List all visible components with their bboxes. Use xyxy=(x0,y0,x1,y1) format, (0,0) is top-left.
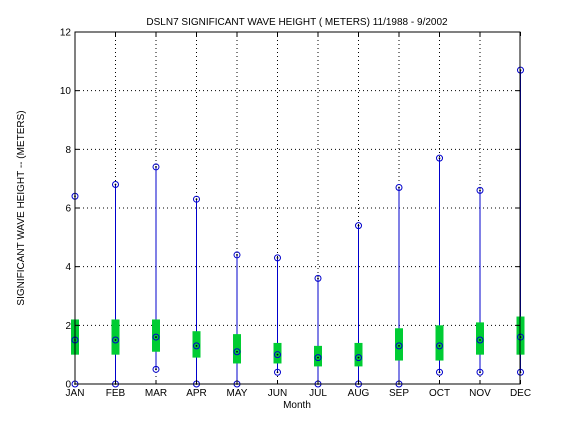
max-marker xyxy=(476,186,484,194)
max-marker-dot xyxy=(276,256,279,259)
y-tick-label: 12 xyxy=(60,28,72,39)
x-tick-label: MAY xyxy=(227,388,248,399)
max-marker-dot xyxy=(114,183,117,186)
y-axis-title: SIGNIFICANT WAVE HEIGHT -- (METERS) xyxy=(16,110,27,305)
median-marker xyxy=(314,354,322,362)
median-marker-dot xyxy=(114,339,117,341)
median-marker xyxy=(274,351,281,359)
grid xyxy=(75,32,520,384)
max-marker xyxy=(314,274,322,282)
month-box-sep xyxy=(395,183,403,388)
y-tick-label: 6 xyxy=(65,204,71,215)
max-marker-dot xyxy=(357,224,360,227)
median-marker-dot xyxy=(357,356,360,359)
iqr-box xyxy=(192,331,201,358)
median-marker xyxy=(395,342,403,350)
x-tick-label: JAN xyxy=(66,388,85,399)
x-tick-label: JUN xyxy=(268,388,287,399)
median-marker-dot xyxy=(155,336,157,338)
min-marker xyxy=(274,368,281,376)
x-axis-title: Month xyxy=(283,400,311,411)
max-marker xyxy=(436,154,443,162)
chart-title: DSLN7 SIGNIFICANT WAVE HEIGHT ( METERS) … xyxy=(146,17,448,28)
y-tick-label: 0 xyxy=(65,380,71,391)
iqr-box xyxy=(152,319,160,352)
month-box-jul xyxy=(314,274,322,388)
median-marker-dot xyxy=(317,356,319,359)
y-tick-label: 8 xyxy=(65,145,71,156)
max-marker xyxy=(274,254,281,262)
iqr-box xyxy=(273,342,282,364)
max-marker-dot xyxy=(438,157,441,160)
max-marker-dot xyxy=(398,186,400,189)
month-box-jun xyxy=(273,254,282,376)
x-tick-label: NOV xyxy=(469,388,491,399)
min-marker-dot xyxy=(276,371,279,374)
iqr-box xyxy=(314,345,322,367)
median-marker-dot xyxy=(438,344,441,347)
y-tick-label: 4 xyxy=(65,262,71,273)
box-plot-marks xyxy=(71,66,525,388)
y-axis-ticks: 0 2 4 6 8 10 12 xyxy=(60,28,520,391)
month-box-apr xyxy=(192,195,201,388)
max-marker-dot xyxy=(155,166,157,168)
min-marker xyxy=(436,368,443,376)
median-marker xyxy=(193,342,200,350)
median-marker xyxy=(355,354,362,362)
min-marker-dot xyxy=(155,368,157,371)
month-box-may xyxy=(233,251,241,388)
median-marker-dot xyxy=(195,344,198,347)
min-marker xyxy=(476,368,484,376)
max-marker-dot xyxy=(195,198,198,201)
x-tick-label: DEC xyxy=(510,388,531,399)
iqr-box xyxy=(476,322,484,355)
plot-frame xyxy=(74,31,521,385)
x-tick-label: FEB xyxy=(106,388,126,399)
max-marker-dot xyxy=(317,277,319,280)
max-marker xyxy=(152,163,160,171)
x-tick-label: APR xyxy=(186,388,207,399)
y-tick-label: 10 xyxy=(60,86,72,97)
min-marker-dot xyxy=(438,371,441,374)
x-tick-label: SEP xyxy=(389,388,409,399)
median-marker xyxy=(436,342,443,350)
median-marker xyxy=(112,336,119,344)
median-marker xyxy=(152,333,160,341)
median-marker xyxy=(476,336,484,344)
month-box-nov xyxy=(476,186,484,376)
month-box-mar xyxy=(152,163,160,373)
max-marker xyxy=(112,181,119,189)
median-marker-dot xyxy=(236,350,238,353)
min-marker xyxy=(152,365,160,373)
max-marker xyxy=(395,183,403,191)
median-marker-dot xyxy=(276,353,279,356)
median-marker-dot xyxy=(479,339,481,341)
x-tick-label: MAR xyxy=(145,388,167,399)
month-box-oct xyxy=(435,154,444,376)
max-marker-dot xyxy=(479,189,481,192)
x-tick-label: AUG xyxy=(348,388,370,399)
max-marker-dot xyxy=(236,254,238,256)
x-axis-ticks: JAN FEB MAR APR MAY JUN JUL AUG SEP OCT NOV DEC xyxy=(66,32,531,399)
month-box-aug xyxy=(354,222,363,388)
month-box-feb xyxy=(111,181,120,388)
min-marker-dot xyxy=(479,371,481,374)
y-tick-label: 2 xyxy=(65,321,71,332)
max-marker xyxy=(355,222,362,230)
x-tick-label: JUL xyxy=(309,388,327,399)
max-marker xyxy=(233,251,241,259)
x-tick-label: OCT xyxy=(429,388,450,399)
max-marker xyxy=(193,195,200,203)
median-marker-dot xyxy=(398,344,400,347)
median-marker xyxy=(233,348,241,356)
iqr-box xyxy=(395,328,403,361)
